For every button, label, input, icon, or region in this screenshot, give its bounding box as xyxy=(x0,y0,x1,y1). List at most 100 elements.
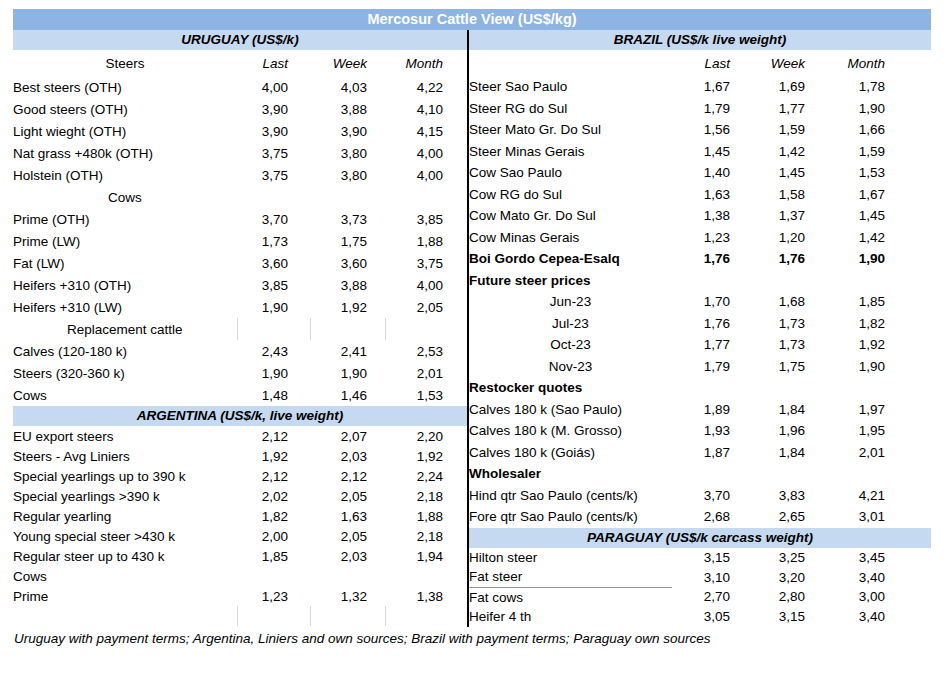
row-value: 3,73 xyxy=(310,208,385,230)
table-row: Calves 180 k (Sao Paulo)1,891,841,97 xyxy=(469,399,931,421)
row-label: Steers (320-360 k) xyxy=(13,362,237,384)
table-row: Steer Mato Gr. Do Sul1,561,591,66 xyxy=(469,119,931,141)
row-value: 3,40 xyxy=(844,607,931,627)
row-value: 1,46 xyxy=(310,384,385,406)
row-value: 1,40 xyxy=(672,162,758,184)
row-value xyxy=(844,463,931,485)
row-value: 2,02 xyxy=(237,486,310,506)
row-label: Good steers (OTH) xyxy=(13,98,237,120)
table-row: Young special steer >430 k2,002,052,18 xyxy=(13,526,467,546)
row-value: 3,75 xyxy=(385,252,467,274)
row-label: Nov-23 xyxy=(469,356,672,378)
row-label: Fat cows xyxy=(469,587,672,607)
row-value: 2,41 xyxy=(310,340,385,362)
row-value: 1,63 xyxy=(672,184,758,206)
row-value: 1,75 xyxy=(758,356,844,378)
row-label: Heifer 4 th xyxy=(469,607,672,627)
row-label: Holstein (OTH) xyxy=(13,164,237,186)
row-value: 1,77 xyxy=(758,98,844,120)
row-value xyxy=(758,463,844,485)
row-value: 1,53 xyxy=(385,384,467,406)
row-value: 1,67 xyxy=(844,184,931,206)
row-value: 3,75 xyxy=(237,164,310,186)
table-row: Oct-231,771,731,92 xyxy=(469,334,931,356)
row-value xyxy=(237,606,310,626)
row-label: Cows xyxy=(13,186,237,208)
row-label: Steer RG do Sul xyxy=(469,98,672,120)
row-label: Calves (120-180 k) xyxy=(13,340,237,362)
row-value xyxy=(844,270,931,292)
row-value xyxy=(310,186,385,208)
row-value: 4,22 xyxy=(385,76,467,98)
row-value xyxy=(758,270,844,292)
column-header-last: Last xyxy=(672,50,758,76)
section-header-argentina: ARGENTINA (US$/k, live weight) xyxy=(13,406,467,426)
table-row: Calves (120-180 k)2,432,412,53 xyxy=(13,340,467,362)
table-row: Heifers +310 (LW)1,901,922,05 xyxy=(13,296,467,318)
row-value: 2,80 xyxy=(758,587,844,607)
column-header-week: Week xyxy=(310,50,385,76)
row-value: 2,12 xyxy=(310,466,385,486)
table-row: Boi Gordo Cepea-Esalq1,761,761,90 xyxy=(469,248,931,270)
brazil-column-headers: Last Week Month xyxy=(469,50,931,76)
row-value: 2,18 xyxy=(385,486,467,506)
row-value xyxy=(672,463,758,485)
table-row: Fat (LW)3,603,603,75 xyxy=(13,252,467,274)
table-row: Cow Minas Gerais1,231,201,42 xyxy=(469,227,931,249)
row-value: 3,25 xyxy=(758,548,844,568)
row-value xyxy=(672,377,758,399)
table-row: Special yearlings up to 390 k2,122,122,2… xyxy=(13,466,467,486)
row-value: 1,45 xyxy=(758,162,844,184)
table-row: Regular yearling1,821,631,88 xyxy=(13,506,467,526)
row-label: Jul-23 xyxy=(469,313,672,335)
row-value: 2,53 xyxy=(385,340,467,362)
row-label: Cow Mato Gr. Do Sul xyxy=(469,205,672,227)
row-value: 2,07 xyxy=(310,426,385,446)
row-label: Special yearlings >390 k xyxy=(13,486,237,506)
table-row: Replacement cattle xyxy=(13,318,467,340)
column-header-steers: Steers xyxy=(13,50,237,76)
row-value xyxy=(310,606,385,626)
row-value: 1,90 xyxy=(844,248,931,270)
row-value: 1,82 xyxy=(237,506,310,526)
row-value: 1,23 xyxy=(237,586,310,606)
row-value: 1,42 xyxy=(758,141,844,163)
row-value: 1,73 xyxy=(758,334,844,356)
table-row: Prime (OTH)3,703,733,85 xyxy=(13,208,467,230)
row-value: 2,01 xyxy=(385,362,467,384)
row-label: Jun-23 xyxy=(469,291,672,313)
row-value xyxy=(237,186,310,208)
row-value: 1,56 xyxy=(672,119,758,141)
row-value: 1,82 xyxy=(844,313,931,335)
row-value: 2,65 xyxy=(758,506,844,528)
row-value: 1,20 xyxy=(758,227,844,249)
table-row: Cows xyxy=(13,186,467,208)
row-value: 1,92 xyxy=(844,334,931,356)
row-value xyxy=(237,566,310,586)
section-header-uruguay: URUGUAY (US$/k) xyxy=(13,30,467,50)
right-panel: BRAZIL (US$/k live weight) Last Week Mon… xyxy=(469,30,931,627)
row-label: Fat steer xyxy=(469,567,672,587)
row-value: 2,01 xyxy=(844,442,931,464)
row-value: 1,38 xyxy=(672,205,758,227)
column-header-week: Week xyxy=(758,50,844,76)
row-value: 3,90 xyxy=(310,120,385,142)
table-row: Cows xyxy=(13,566,467,586)
row-value: 1,37 xyxy=(758,205,844,227)
table-row: Cow Mato Gr. Do Sul1,381,371,45 xyxy=(469,205,931,227)
row-label: Light wieght (OTH) xyxy=(13,120,237,142)
row-value: 1,76 xyxy=(758,248,844,270)
row-value: 3,01 xyxy=(844,506,931,528)
table-row: Good steers (OTH)3,903,884,10 xyxy=(13,98,467,120)
row-value xyxy=(385,566,467,586)
table-row xyxy=(13,606,467,626)
row-value: 3,88 xyxy=(310,98,385,120)
row-value: 2,18 xyxy=(385,526,467,546)
row-label: Special yearlings up to 390 k xyxy=(13,466,237,486)
row-label: Restocker quotes xyxy=(469,377,672,399)
table-row: Special yearlings >390 k2,022,052,18 xyxy=(13,486,467,506)
row-value: 2,00 xyxy=(237,526,310,546)
row-label: Young special steer >430 k xyxy=(13,526,237,546)
row-value: 1,84 xyxy=(758,442,844,464)
row-label: Cow RG do Sul xyxy=(469,184,672,206)
